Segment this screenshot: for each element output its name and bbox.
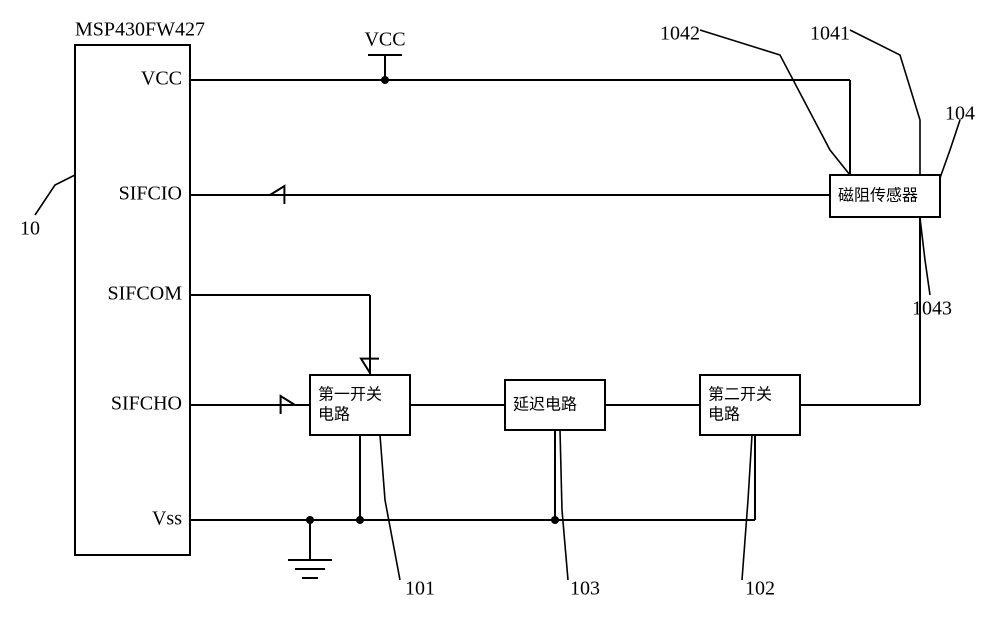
callout-10: 10	[20, 218, 40, 240]
block-sensor-label-0: 磁阻传感器	[838, 187, 918, 205]
callout-leader-1041	[850, 30, 920, 175]
block-sw2-label-0: 第二开关	[708, 386, 772, 404]
callout-leader-1043	[920, 218, 930, 295]
block-sw2-label-1: 电路	[708, 406, 740, 424]
callout-103: 103	[570, 578, 600, 600]
mcu-title: MSP430FW427	[75, 19, 205, 41]
pin-SIFCIO: SIFCIO	[119, 183, 182, 205]
callout-104: 104	[945, 103, 975, 125]
block-sw1-label-1: 电路	[318, 406, 350, 424]
block-delay-label-0: 延迟电路	[513, 396, 577, 414]
pin-VCC: VCC	[141, 68, 182, 90]
callout-102: 102	[745, 578, 775, 600]
vcc-tap-label: VCC	[364, 29, 405, 51]
callout-leader-101	[380, 435, 400, 580]
callout-leader-104	[940, 120, 960, 178]
callout-leader-10	[35, 175, 75, 215]
callout-leader-102	[742, 435, 752, 580]
block-sw1-label-0: 第一开关	[318, 386, 382, 404]
pin-SIFCHO: SIFCHO	[111, 393, 182, 415]
pin-SIFCOM: SIFCOM	[108, 283, 183, 305]
callout-1041: 1041	[810, 23, 850, 45]
callout-1042: 1042	[660, 23, 700, 45]
callout-101: 101	[405, 578, 435, 600]
callout-leader-103	[560, 430, 568, 580]
callout-1043: 1043	[912, 298, 952, 320]
pin-Vss: Vss	[152, 508, 182, 530]
callout-leader-1042	[700, 30, 850, 175]
